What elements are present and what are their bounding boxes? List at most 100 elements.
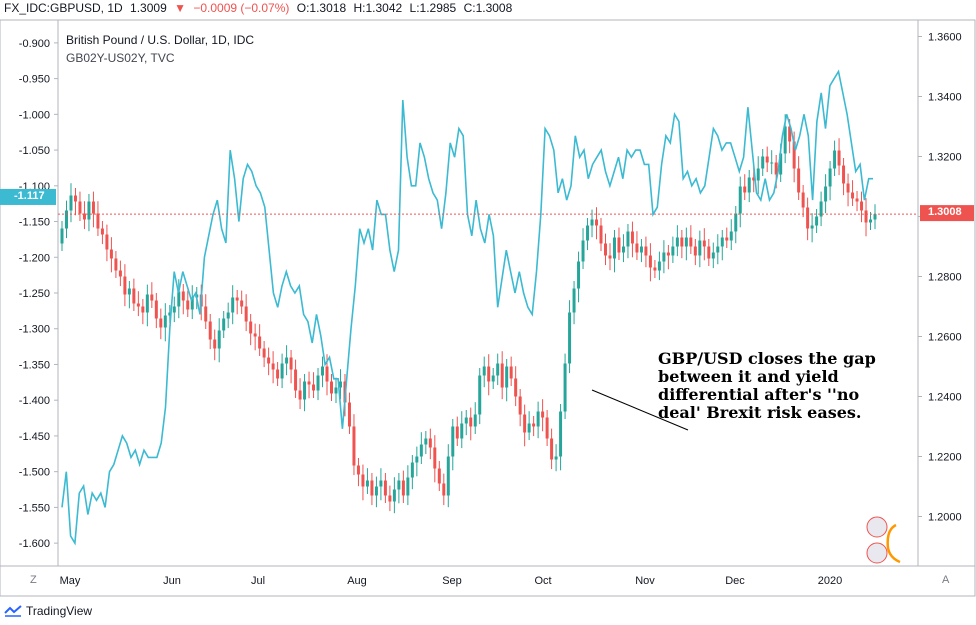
candle-body: [716, 246, 720, 253]
candle-body: [824, 186, 828, 202]
candle-body: [630, 231, 634, 244]
candle-body: [446, 456, 450, 496]
candle-body: [276, 369, 280, 379]
candle-body: [334, 387, 338, 394]
candle-body: [873, 214, 877, 220]
left-tick-label: -1.250: [19, 288, 50, 300]
candle-body: [680, 237, 684, 247]
x-tick-label: Dec: [725, 575, 745, 587]
events-marker-icon: [886, 523, 901, 564]
candle-body: [505, 366, 509, 388]
right-tick-label: 1.2000: [928, 512, 962, 524]
left-tick-label: -1.550: [19, 502, 50, 514]
right-tick-label: 1.2600: [928, 332, 962, 344]
candle-body: [352, 426, 356, 466]
candle-body: [451, 426, 455, 457]
candle-body: [671, 246, 675, 256]
candle-body: [78, 201, 82, 214]
right-tick-label: 1.2800: [928, 272, 962, 284]
x-tick-label: Sep: [442, 575, 462, 587]
candle-body: [828, 168, 832, 187]
candle-body: [208, 321, 212, 340]
legend-title: British Pound / U.S. Dollar, 1D, IDC: [66, 33, 255, 47]
candle-body: [136, 303, 140, 307]
candle-body: [693, 246, 697, 256]
left-axis-tag: -1.117: [14, 189, 45, 202]
candle-body: [397, 480, 401, 490]
candle-body: [289, 357, 293, 370]
candle-body: [330, 381, 334, 394]
candle-body: [761, 156, 765, 169]
tradingview-logo-icon: [4, 605, 22, 617]
brand-logo[interactable]: TradingView: [4, 604, 92, 618]
candle-body: [73, 195, 77, 202]
candle-body: [280, 363, 284, 379]
candle-body: [127, 288, 131, 295]
candle-body: [204, 306, 208, 322]
candle-body: [842, 165, 846, 184]
candle-body: [689, 237, 693, 247]
candle-body: [801, 192, 805, 208]
right-tick-label: 1.2200: [928, 452, 962, 464]
candle-body: [235, 297, 239, 301]
left-tick-label: -0.950: [19, 74, 50, 86]
candle-body: [792, 141, 796, 169]
candle-body: [186, 300, 190, 310]
candle-body: [401, 480, 405, 496]
candle-body: [150, 294, 154, 301]
candle-body: [82, 213, 86, 220]
right-tag-bg: [920, 205, 974, 222]
candle-body: [105, 234, 109, 250]
left-tick-label: -1.050: [19, 145, 50, 157]
candle-body: [536, 411, 540, 427]
x-tick-label: Jun: [163, 575, 181, 587]
candle-body: [851, 192, 855, 199]
us-flag-icon: [866, 542, 888, 564]
candle-body: [222, 318, 226, 331]
candle-body: [428, 438, 432, 448]
candle-body: [698, 240, 702, 256]
candle-body: [172, 306, 176, 313]
candle-body: [603, 243, 607, 256]
candle-body: [406, 477, 410, 496]
candle-body: [213, 339, 217, 349]
candle-body: [118, 270, 122, 277]
x-tick-label: Aug: [347, 575, 367, 587]
left-tick-label: -1.150: [19, 217, 50, 229]
candle-body: [370, 480, 374, 496]
candle-body: [464, 417, 468, 424]
chart-annotation: GBP/USD closes the gap between it and yi…: [658, 349, 876, 422]
candle-body: [374, 486, 378, 496]
candle-body: [684, 237, 688, 247]
symbol-label[interactable]: FX_IDC:GBPUSD, 1D: [4, 1, 123, 15]
candle-body: [527, 423, 531, 433]
candle-body: [855, 198, 859, 202]
candle-body: [514, 378, 518, 397]
candle-body: [442, 483, 446, 496]
candle-body: [69, 195, 73, 211]
auto-scale-button[interactable]: A: [942, 574, 950, 586]
candle-body: [226, 312, 230, 319]
candle-body: [860, 201, 864, 211]
candle-body: [356, 465, 360, 475]
right-tick-label: 1.2400: [928, 392, 962, 404]
annotation-pointer: [591, 389, 689, 431]
candle-body: [617, 237, 621, 253]
candle-body: [725, 237, 729, 241]
candle-body: [253, 333, 257, 337]
candle-body: [563, 363, 567, 412]
candle-body: [639, 246, 643, 253]
x-tick-label: Jul: [251, 575, 265, 587]
candle-body: [190, 297, 194, 310]
candle-body: [846, 183, 850, 193]
candle-body: [91, 201, 95, 214]
candle-body: [626, 231, 630, 247]
candle-body: [415, 456, 419, 463]
left-tick-label: -1.350: [19, 359, 50, 371]
candle-body: [312, 384, 316, 391]
right-tick-label: 1.3600: [928, 32, 962, 44]
close-value: C:1.3008: [463, 1, 513, 15]
zoom-button[interactable]: Z: [30, 574, 37, 586]
high-value: H:1.3042: [353, 1, 403, 15]
